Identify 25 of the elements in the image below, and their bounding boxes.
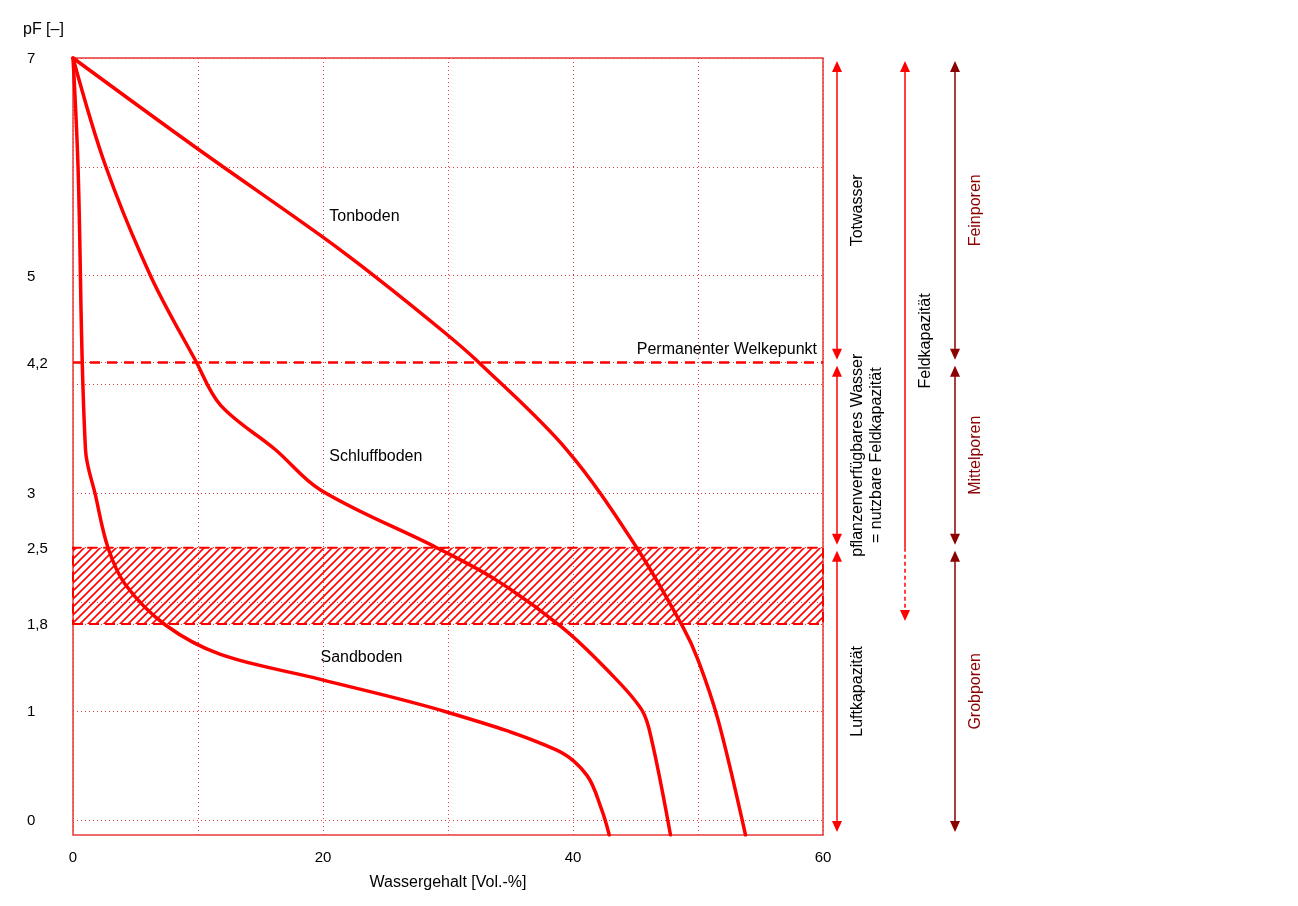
series-label: Tonboden [329, 207, 400, 225]
x-axis-title: Wassergehalt [Vol.-%] [369, 872, 527, 890]
y-tick-label: 0 [27, 810, 36, 828]
y-tick-label: 3 [27, 484, 36, 502]
text: Mittelporen [966, 415, 983, 495]
x-tick-label: 0 [68, 848, 78, 865]
x-tick-label: 40 [564, 848, 582, 865]
y-tick-label: 5 [27, 266, 36, 284]
text: Totwasser [848, 173, 865, 247]
x-tick-label: 60 [814, 848, 832, 865]
x-tick-label: 20 [314, 848, 332, 865]
text: Feldkapazität [916, 292, 933, 389]
y-tick-label: 2,5 [27, 538, 48, 556]
text: pflanzenverfügbares Wasser = nutzbare Feldkapazität [848, 353, 884, 557]
y-tick-label: 4,2 [27, 353, 48, 371]
y-tick-label: 7 [27, 49, 36, 66]
series-label: Schluffboden [329, 446, 423, 464]
y-tick-label: 1,8 [27, 614, 48, 632]
text: Feinporen [966, 174, 983, 247]
ref-line-label: Permanenter Welkepunkt [636, 340, 818, 358]
series-label: Sandboden [320, 647, 403, 665]
text: Luftkapazität [848, 645, 865, 737]
y-tick-label: 1 [27, 701, 36, 719]
text: Grobporen [966, 653, 983, 730]
y-axis-title: pF [–] [23, 19, 64, 37]
